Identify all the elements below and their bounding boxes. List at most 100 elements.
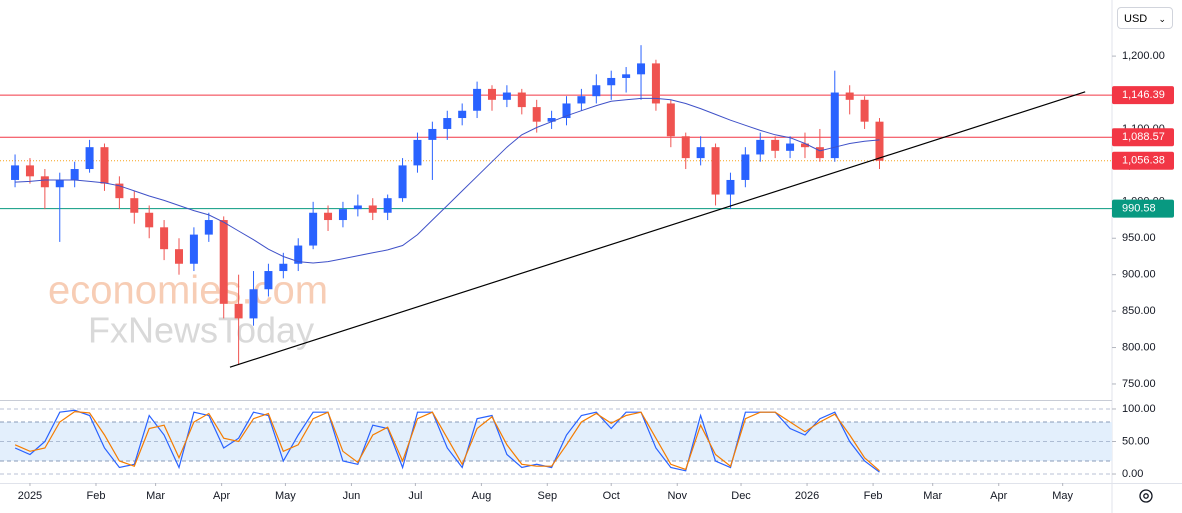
candle-body <box>741 154 750 180</box>
candle-body <box>309 212 318 246</box>
candle-body <box>875 121 884 161</box>
x-tick-label: Oct <box>603 490 620 502</box>
chevron: ⌄ <box>1158 14 1166 24</box>
x-tick-label: May <box>275 490 296 502</box>
stoch-line <box>14 410 880 472</box>
x-tick-label: Sep <box>537 490 557 502</box>
y-tick-label: 850.00 <box>1122 305 1156 317</box>
candle-body <box>130 198 139 213</box>
price-level-tag <box>1112 199 1174 218</box>
price-level-tag <box>1112 151 1174 170</box>
candle-body <box>219 220 228 304</box>
candle-body <box>443 118 452 129</box>
moving-average <box>15 97 880 264</box>
candle-body <box>577 96 586 104</box>
candle-body <box>368 205 377 213</box>
candle-body <box>815 147 824 159</box>
x-tick-label: Mar <box>146 490 165 502</box>
watermark-text: economies.com <box>48 269 328 313</box>
candle-body <box>666 103 675 137</box>
y-tick-label: 750.00 <box>1122 378 1156 390</box>
candle-body <box>651 63 660 104</box>
x-tick-label: May <box>1052 490 1073 502</box>
x-tick-label: Feb <box>864 490 883 502</box>
candle-body <box>338 209 347 221</box>
candle-body <box>398 165 407 199</box>
candle-body <box>40 176 49 188</box>
price-level-tag <box>1112 86 1174 105</box>
candle-body <box>517 92 526 108</box>
settings-icon[interactable] <box>1139 489 1153 503</box>
x-tick-label: Mar <box>923 490 942 502</box>
candle-body <box>458 110 467 119</box>
candle-body <box>324 212 333 221</box>
candle-body <box>711 147 720 195</box>
candle-body <box>204 220 213 235</box>
candle-body <box>70 169 79 180</box>
currency-label: USD <box>1124 13 1148 25</box>
candle-body <box>845 92 854 100</box>
x-tick-label: Nov <box>667 490 687 502</box>
candle-body <box>487 88 496 100</box>
price-level-label: 990.58 <box>1122 203 1156 215</box>
candle-body <box>413 139 422 166</box>
y-tick-label: 950.00 <box>1122 232 1156 244</box>
candle-body <box>428 128 437 140</box>
y-tick-label: 900.00 <box>1122 269 1156 281</box>
candle-body <box>622 74 631 78</box>
x-tick-label: Apr <box>213 490 230 502</box>
candle-body <box>174 249 183 264</box>
x-tick-label: 2025 <box>18 490 42 502</box>
candle-body <box>145 212 154 228</box>
stoch-tick-label: 50.00 <box>1122 435 1150 447</box>
price-level-label: 1,146.39 <box>1122 89 1165 101</box>
candle-body <box>383 198 392 213</box>
stoch-tick-label: 0.00 <box>1122 468 1143 480</box>
candle-body <box>279 263 288 272</box>
candle-body <box>115 183 124 199</box>
y-tick-label: 1,200.00 <box>1122 50 1165 62</box>
stoch-tick-label: 100.00 <box>1122 403 1156 415</box>
x-tick-label: Jun <box>343 490 361 502</box>
candle-body <box>100 147 109 184</box>
candle-body <box>502 92 511 100</box>
candle-body <box>160 227 169 250</box>
x-tick-label: 2026 <box>795 490 819 502</box>
x-tick-label: Dec <box>731 490 751 502</box>
candle-body <box>353 205 362 210</box>
y-tick-label: 800.00 <box>1122 341 1156 353</box>
watermark-text: FxNewsToday <box>88 310 314 351</box>
price-level-label: 1,056.38 <box>1122 155 1165 167</box>
candle-body <box>25 165 34 177</box>
candle-body <box>547 118 556 122</box>
x-tick-label: Feb <box>86 490 105 502</box>
candle-body <box>55 179 64 188</box>
candle-body <box>786 143 795 151</box>
candle-body <box>726 179 735 195</box>
x-tick-label: Apr <box>990 490 1007 502</box>
candle-body <box>189 234 198 264</box>
x-tick-label: Jul <box>408 490 422 502</box>
candle-body <box>249 289 258 319</box>
candle-body <box>11 165 20 180</box>
price-level-tag <box>1112 128 1174 147</box>
x-tick-label: Aug <box>472 490 492 502</box>
candle-body <box>294 245 303 264</box>
candle-body <box>532 107 541 122</box>
candle-body <box>607 77 616 86</box>
candle-body <box>860 99 869 122</box>
candle-body <box>592 85 601 97</box>
candle-body <box>264 271 273 290</box>
candle-body <box>771 139 780 151</box>
candle-body <box>681 136 690 159</box>
candle-body <box>800 143 809 148</box>
candle-body <box>473 88 482 111</box>
currency-select[interactable]: USD ⌄ <box>1117 7 1173 29</box>
candle-body <box>234 303 243 319</box>
candle-body <box>696 147 705 159</box>
candle-body <box>637 63 646 75</box>
candle-body <box>85 147 94 170</box>
candle-body <box>562 103 571 119</box>
